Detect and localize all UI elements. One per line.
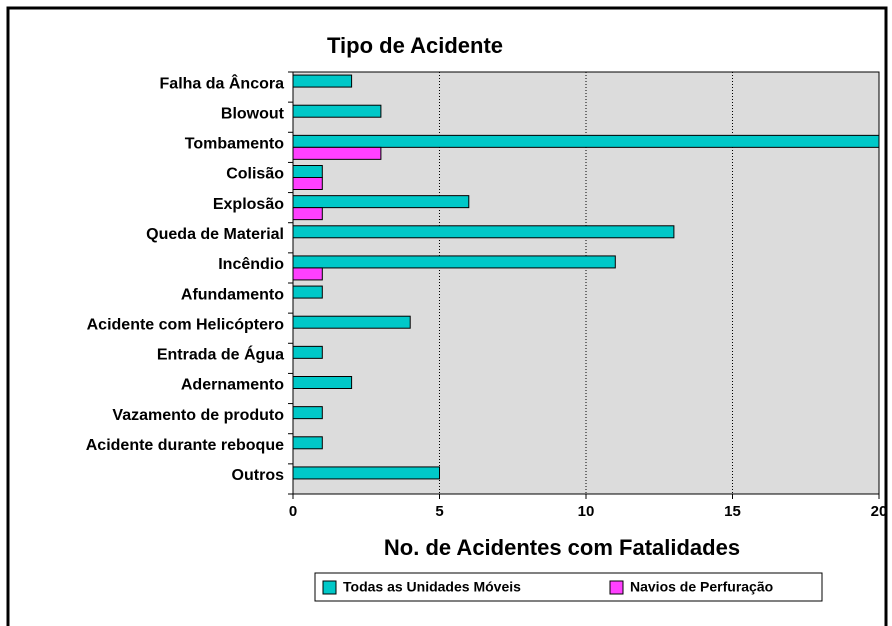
legend-swatch xyxy=(609,580,624,595)
bar xyxy=(292,345,323,359)
y-tick-label: Vazamento de produto xyxy=(112,407,284,424)
y-tick-label: Colisão xyxy=(226,166,284,183)
y-tick-label: Acidente durante reboque xyxy=(86,437,284,454)
legend-swatch xyxy=(322,580,337,595)
x-tick-label: 15 xyxy=(724,503,741,520)
y-tick-label: Tombamento xyxy=(185,136,284,153)
x-tick-label: 10 xyxy=(578,503,595,520)
bar xyxy=(292,104,382,118)
bar xyxy=(292,177,323,190)
bar xyxy=(292,285,323,299)
bar xyxy=(292,146,382,160)
y-tick-label: Incêndio xyxy=(218,256,284,273)
bar xyxy=(292,165,323,178)
bar xyxy=(292,134,880,148)
y-tick-label: Falha da Âncora xyxy=(160,73,285,92)
y-tick-label: Acidente com Helicóptero xyxy=(87,316,285,333)
bar xyxy=(292,255,616,269)
legend xyxy=(314,572,823,602)
bar xyxy=(292,225,675,239)
y-tick-label: Afundamento xyxy=(181,286,284,303)
bar xyxy=(292,74,353,88)
y-tick-label: Blowout xyxy=(221,105,285,122)
y-tick-label: Outros xyxy=(232,467,285,484)
bar xyxy=(292,195,470,209)
bar xyxy=(292,436,323,450)
x-tick-label: 20 xyxy=(871,503,888,520)
bar xyxy=(292,207,323,221)
frame xyxy=(6,6,888,626)
y-tick-label: Queda de Material xyxy=(146,226,284,243)
x-tick-label: 5 xyxy=(435,503,443,520)
bar xyxy=(292,376,353,389)
chart-title: Tipo de Acidente xyxy=(327,33,503,58)
y-tick-label: Entrada de Água xyxy=(157,345,284,364)
y-tick-label: Explosão xyxy=(213,196,284,213)
bar xyxy=(292,267,323,281)
y-tick-label: Adernamento xyxy=(181,377,284,394)
legend-label: Navios de Perfuração xyxy=(630,579,773,595)
legend-label: Todas as Unidades Móveis xyxy=(343,579,521,595)
x-tick-label: 0 xyxy=(289,503,297,520)
bar xyxy=(292,466,440,480)
bar xyxy=(292,315,411,329)
bar xyxy=(292,406,323,420)
x-axis-label: No. de Acidentes com Fatalidades xyxy=(384,535,740,560)
